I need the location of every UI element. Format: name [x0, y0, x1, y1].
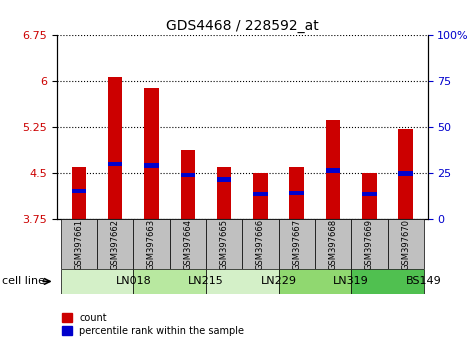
- Text: BS149: BS149: [406, 276, 442, 286]
- FancyBboxPatch shape: [133, 269, 206, 294]
- Text: GSM397668: GSM397668: [329, 219, 338, 270]
- Title: GDS4468 / 228592_at: GDS4468 / 228592_at: [166, 19, 319, 33]
- Text: LN319: LN319: [333, 276, 369, 286]
- Text: LN229: LN229: [261, 276, 296, 286]
- Bar: [144, 163, 159, 168]
- FancyBboxPatch shape: [351, 269, 424, 294]
- Text: LN018: LN018: [115, 276, 151, 286]
- FancyBboxPatch shape: [242, 219, 278, 269]
- FancyBboxPatch shape: [351, 219, 388, 269]
- Bar: [144, 87, 159, 219]
- FancyBboxPatch shape: [61, 269, 133, 294]
- Text: GSM397670: GSM397670: [401, 219, 410, 270]
- Bar: [253, 173, 268, 219]
- Bar: [217, 177, 231, 182]
- Bar: [362, 192, 377, 196]
- Text: GSM397661: GSM397661: [74, 219, 83, 270]
- FancyBboxPatch shape: [206, 269, 278, 294]
- Text: LN215: LN215: [188, 276, 224, 286]
- Text: GSM397669: GSM397669: [365, 219, 374, 270]
- Bar: [108, 162, 123, 166]
- FancyBboxPatch shape: [61, 219, 97, 269]
- Bar: [289, 167, 304, 219]
- Bar: [108, 76, 123, 219]
- FancyBboxPatch shape: [388, 219, 424, 269]
- Bar: [326, 120, 340, 219]
- Bar: [217, 167, 231, 219]
- FancyBboxPatch shape: [278, 269, 351, 294]
- Text: GSM397665: GSM397665: [219, 219, 228, 270]
- Bar: [180, 173, 195, 177]
- Bar: [326, 168, 340, 172]
- Bar: [289, 191, 304, 195]
- Text: GSM397667: GSM397667: [292, 219, 301, 270]
- FancyBboxPatch shape: [97, 219, 133, 269]
- Bar: [399, 171, 413, 176]
- Text: cell line: cell line: [2, 276, 46, 286]
- FancyBboxPatch shape: [315, 219, 351, 269]
- Text: GSM397663: GSM397663: [147, 219, 156, 270]
- Bar: [399, 129, 413, 219]
- Text: GSM397666: GSM397666: [256, 219, 265, 270]
- Bar: [72, 167, 86, 219]
- Text: GSM397662: GSM397662: [111, 219, 120, 270]
- FancyBboxPatch shape: [133, 219, 170, 269]
- FancyBboxPatch shape: [278, 219, 315, 269]
- Bar: [72, 189, 86, 193]
- Text: GSM397664: GSM397664: [183, 219, 192, 270]
- FancyBboxPatch shape: [206, 219, 242, 269]
- Bar: [362, 173, 377, 219]
- FancyBboxPatch shape: [170, 219, 206, 269]
- Bar: [253, 192, 268, 196]
- Bar: [180, 150, 195, 219]
- Legend: count, percentile rank within the sample: count, percentile rank within the sample: [62, 313, 244, 336]
